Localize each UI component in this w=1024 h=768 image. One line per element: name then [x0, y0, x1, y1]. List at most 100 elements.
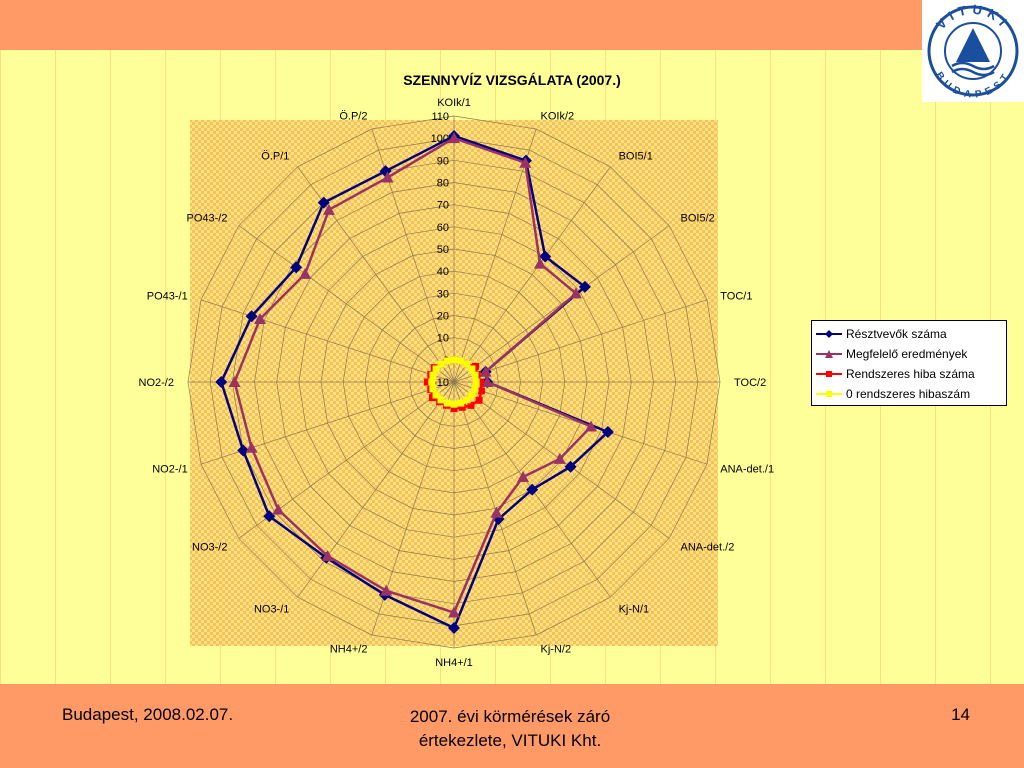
data-point [429, 371, 437, 379]
data-point [458, 403, 466, 411]
data-point [443, 399, 451, 407]
category-label: ANA-det./2 [681, 542, 735, 554]
data-point [381, 171, 394, 183]
data-point [432, 391, 440, 399]
data-point [448, 606, 460, 618]
data-point [564, 460, 577, 473]
page-number: 14 [951, 705, 970, 724]
category-label: KOIk/2 [541, 111, 575, 123]
category-label: Ö.P/1 [261, 150, 289, 162]
chart-title: SZENNYVÍZ VIZSGÁLATA (2007.) [403, 72, 621, 88]
category-label: NO3-/2 [192, 542, 227, 554]
category-label: Kj-N/2 [541, 643, 572, 655]
data-point [519, 156, 532, 168]
data-point [432, 365, 440, 373]
legend-item-zero-errors: 0 rendszeres hibaszám [816, 384, 1002, 404]
data-point [321, 549, 334, 561]
radar-grid [187, 115, 721, 649]
footer-caption-line2: értekezlete, VITUKI Kht. [418, 731, 602, 750]
data-point [272, 503, 285, 515]
legend-label: Megfelelő eredmények [846, 347, 968, 361]
radial-tick-label: 70 [437, 200, 449, 212]
data-point [437, 360, 445, 368]
data-point [450, 400, 458, 408]
series-group [215, 129, 614, 635]
radial-tick-label: 40 [437, 266, 449, 278]
category-label: Ö.P/2 [339, 111, 367, 123]
data-point [477, 378, 485, 386]
grid-spoke [238, 225, 455, 383]
category-label: TOC/1 [720, 290, 752, 302]
data-point [290, 261, 303, 274]
data-point [450, 356, 458, 364]
top-bar [0, 0, 1024, 50]
category-label: Kj-N/1 [619, 604, 650, 616]
radial-tick-label: 90 [437, 155, 449, 167]
category-label: BOI5/2 [681, 212, 715, 224]
category-label: NO2-/1 [152, 464, 187, 476]
data-point [423, 378, 431, 386]
data-point [533, 257, 546, 269]
data-point [467, 401, 475, 409]
data-point [477, 387, 485, 395]
category-label: PO43-/1 [147, 290, 188, 302]
data-point [428, 394, 436, 402]
data-point [457, 399, 465, 407]
grid-spoke [453, 166, 611, 383]
grid-spoke [453, 128, 537, 383]
data-point [457, 357, 465, 365]
data-point [450, 405, 458, 413]
data-point [245, 441, 258, 453]
category-label: NO2-/2 [139, 377, 174, 389]
data-point [569, 287, 582, 299]
grid-spoke [453, 225, 670, 383]
footer-date: Budapest, 2008.02.07. [62, 705, 234, 724]
data-point [437, 396, 445, 404]
legend-item-systematic-errors: Rendszeres hiba száma [816, 364, 1002, 384]
category-labels: KOIk/1 KOIk/2 BOI5/1 BOI5/2 TOC/1 TOC/2 ANA-de… [139, 97, 775, 669]
series-3 [428, 356, 480, 408]
category-label: BOI5/1 [619, 150, 653, 162]
data-point [585, 420, 598, 432]
grid-spoke [453, 299, 708, 383]
data-point [578, 280, 591, 293]
data-point [471, 385, 479, 393]
data-point [553, 452, 566, 464]
legend-item-participants: Résztvevők száma [816, 324, 1002, 344]
data-point [468, 365, 476, 373]
radial-tick-label: 10 [437, 333, 449, 345]
radial-tick-label: 60 [437, 222, 449, 234]
series-1 [228, 132, 598, 618]
data-point [237, 444, 250, 457]
data-point [492, 513, 505, 526]
data-point [539, 250, 552, 263]
data-point [448, 132, 460, 144]
category-label: ANA-det./1 [720, 464, 774, 476]
data-point [429, 385, 437, 393]
footer-caption: 2007. évi körmérések záró értekezlete, V… [360, 705, 660, 753]
radial-tick-label: 110 [431, 111, 449, 123]
data-point [468, 391, 476, 399]
radial-tick-label: 50 [437, 244, 449, 256]
footer-caption-line1: 2007. évi körmérések záró [409, 707, 611, 726]
category-label: NH4+/1 [435, 657, 473, 669]
category-label: PO43-/2 [187, 212, 228, 224]
data-point [463, 360, 471, 368]
data-point [245, 310, 258, 323]
grid-spoke [453, 381, 537, 636]
data-point [472, 362, 480, 370]
data-point [601, 426, 614, 439]
data-point [299, 267, 312, 279]
data-point [322, 203, 335, 215]
data-point [228, 376, 241, 387]
category-label: TOC/2 [734, 377, 766, 389]
data-point [463, 396, 471, 404]
data-point [481, 376, 494, 387]
data-point [263, 510, 276, 523]
legend-label: 0 rendszeres hibaszám [846, 387, 971, 401]
radial-tick-label: 80 [437, 178, 449, 190]
legend-label: Rendszeres hiba száma [846, 367, 975, 381]
data-point [215, 376, 228, 388]
data-point [443, 357, 451, 365]
legend-item-correct-results: Megfelelő eredmények [816, 344, 1002, 364]
